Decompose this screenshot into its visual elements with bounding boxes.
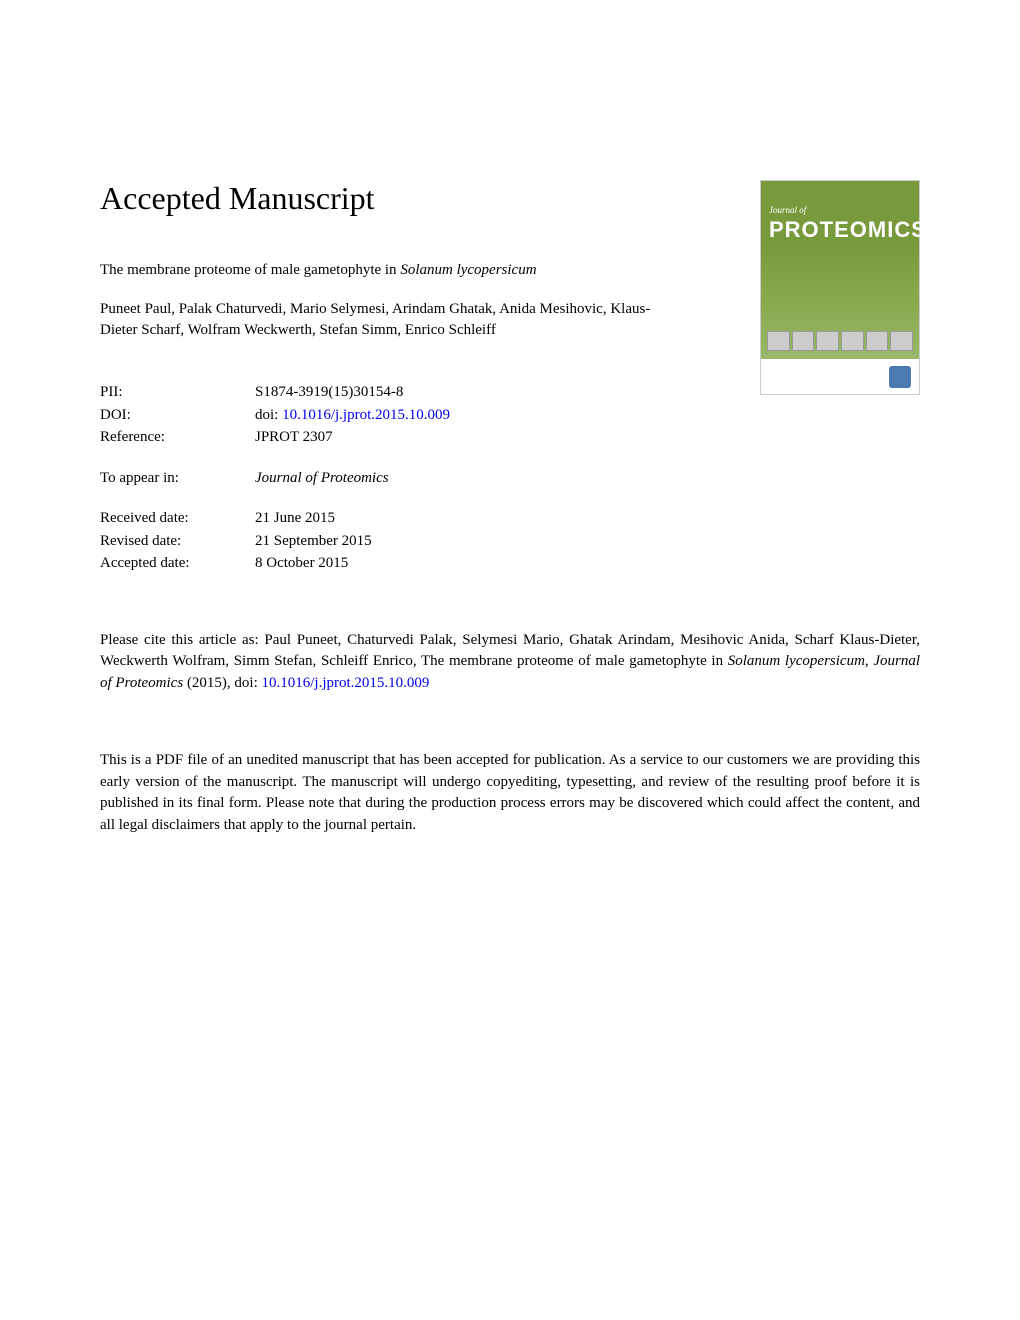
metadata-row-appear-in: To appear in: Journal of Proteomics [100,467,920,490]
revised-label: Revised date: [100,530,255,553]
journal-cover-thumbnail: Journal of PROTEOMICS [760,180,920,395]
cover-image-strip [767,331,913,351]
doi-prefix: doi: [255,407,282,423]
cover-thumb [841,331,864,351]
reference-label: Reference: [100,426,255,449]
metadata-row-revised: Revised date: 21 September 2015 [100,530,920,553]
cover-thumb [816,331,839,351]
citation-species: Solanum lycopersicum [728,653,865,669]
appear-in-value: Journal of Proteomics [255,467,920,490]
cover-thumb [866,331,889,351]
cover-thumb [890,331,913,351]
cover-publisher-logo [889,366,911,388]
doi-value: doi: 10.1016/j.jprot.2015.10.009 [255,404,920,427]
reference-value: JPROT 2307 [255,426,920,449]
received-value: 21 June 2015 [255,507,920,530]
cover-journal-label: Journal of [769,205,806,215]
citation-text-3: (2015), doi: [183,675,261,691]
citation-doi-link[interactable]: 10.1016/j.jprot.2015.10.009 [262,675,430,691]
metadata-row-doi: DOI: doi: 10.1016/j.jprot.2015.10.009 [100,404,920,427]
accepted-value: 8 October 2015 [255,552,920,575]
cover-thumb [767,331,790,351]
disclaimer-text: This is a PDF file of an unedited manusc… [100,750,920,837]
metadata-row-received: Received date: 21 June 2015 [100,507,920,530]
revised-value: 21 September 2015 [255,530,920,553]
header-section: Accepted Manuscript Journal of PROTEOMIC… [100,180,920,341]
cover-bottom-section [761,359,919,394]
citation-section: Please cite this article as: Paul Puneet… [100,630,920,695]
article-title: The membrane proteome of male gametophyt… [100,262,680,279]
appear-in-label: To appear in: [100,467,255,490]
cover-top-section: Journal of PROTEOMICS [761,181,919,249]
doi-label: DOI: [100,404,255,427]
metadata-group-appear: To appear in: Journal of Proteomics [100,467,920,490]
metadata-row-reference: Reference: JPROT 2307 [100,426,920,449]
doi-link[interactable]: 10.1016/j.jprot.2015.10.009 [282,407,450,423]
metadata-group-dates: Received date: 21 June 2015 Revised date… [100,507,920,575]
metadata-row-accepted: Accepted date: 8 October 2015 [100,552,920,575]
pii-label: PII: [100,381,255,404]
cover-middle-section [761,249,919,359]
metadata-table: PII: S1874-3919(15)30154-8 DOI: doi: 10.… [100,381,920,575]
cover-proteomics-text: PROTEOMICS [769,217,927,243]
article-title-main: The membrane proteome of male gametophyt… [100,262,400,278]
accepted-label: Accepted date: [100,552,255,575]
authors-list: Puneet Paul, Palak Chaturvedi, Mario Sel… [100,299,680,341]
cover-thumb [792,331,815,351]
received-label: Received date: [100,507,255,530]
appear-in-journal: Journal of Proteomics [255,470,389,486]
article-title-species: Solanum lycopersicum [400,262,536,278]
